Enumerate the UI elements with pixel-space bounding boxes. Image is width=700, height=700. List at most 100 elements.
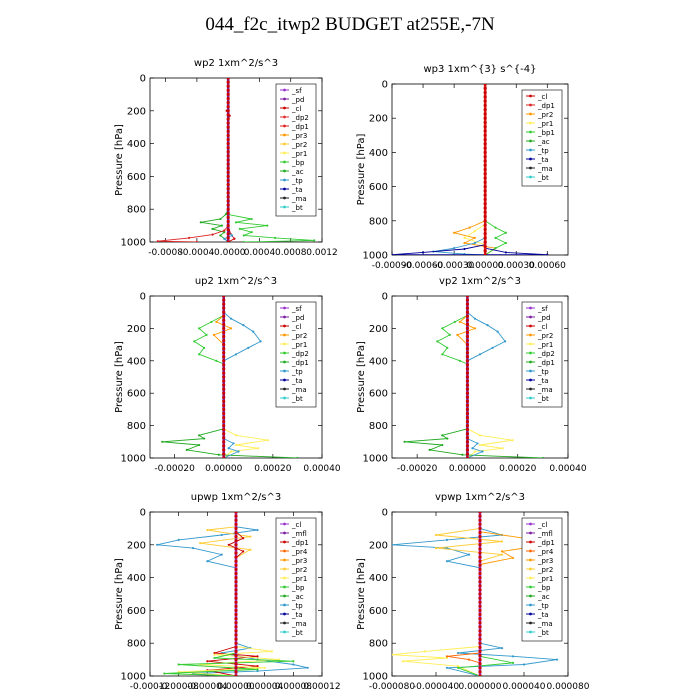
series-marker [483, 236, 487, 240]
series-marker [199, 542, 202, 545]
series-marker [222, 363, 226, 367]
series-marker [465, 379, 470, 383]
series-marker [478, 645, 482, 649]
series-marker [226, 203, 230, 207]
series-marker [478, 608, 482, 613]
y-tick-label: 400 [369, 573, 388, 584]
legend-label: _bt [537, 629, 549, 637]
series-marker [226, 113, 230, 117]
series-marker [234, 522, 238, 526]
chart-panel-5: upwp 1xm^2/s^302004006008001000-0.00012-… [114, 492, 341, 692]
y-tick-label: 800 [369, 216, 388, 227]
series-marker [465, 424, 470, 428]
series-marker [441, 327, 444, 330]
legend-marker [529, 148, 532, 152]
series-marker [463, 236, 466, 239]
legend-marker [283, 522, 286, 526]
series-line-dp1 [157, 225, 229, 242]
series-marker [220, 224, 224, 227]
series-marker [555, 658, 559, 661]
legend-label: _ma [537, 165, 553, 173]
series-marker [234, 443, 238, 447]
legend-marker [529, 324, 532, 328]
series-marker [213, 651, 216, 655]
series-marker [226, 236, 230, 240]
series-marker [465, 456, 470, 458]
legend-label: _pd [291, 314, 304, 322]
series-group [392, 512, 559, 676]
plot-frame [391, 295, 569, 459]
series-marker [483, 193, 487, 197]
series-marker [483, 142, 487, 146]
legend-label: _tp [537, 602, 549, 610]
series-marker [234, 596, 238, 600]
series-marker [206, 560, 209, 563]
series-marker [478, 649, 482, 654]
legend-label: _tp [537, 368, 549, 376]
series-marker [234, 518, 238, 522]
series-marker [434, 546, 438, 550]
series-marker [465, 428, 470, 432]
series-marker [234, 662, 238, 666]
series-marker [202, 346, 206, 349]
series-marker [478, 596, 482, 600]
series-marker [483, 240, 487, 244]
legend-label: _pr3 [291, 557, 307, 565]
series-marker [222, 424, 226, 428]
series-marker [222, 440, 226, 444]
series-marker [465, 419, 470, 424]
series-marker [467, 658, 471, 661]
series-marker [226, 129, 230, 133]
series-marker [163, 672, 166, 675]
series-marker [483, 103, 487, 107]
series-marker [465, 403, 470, 407]
legend-label: _ac [291, 593, 304, 601]
legend-label: _pd [291, 96, 304, 104]
chart-panel-6: vpwp 1xm^2/s^3 0 200 400 600 800 1000-0.000080… [356, 492, 590, 692]
series-marker [226, 109, 230, 113]
series-marker [478, 637, 482, 641]
legend-marker [283, 621, 286, 625]
series-marker [234, 539, 238, 543]
series-marker [226, 137, 230, 142]
y-tick-label: 200 [369, 540, 388, 551]
series-marker [234, 512, 238, 514]
y-tick-label: 200 [127, 106, 146, 117]
series-marker [222, 343, 226, 347]
series-marker [219, 234, 222, 237]
series-marker [234, 592, 238, 596]
legend-label: _dp1 [291, 359, 309, 367]
legend-label: _dp1 [537, 102, 555, 110]
x-tick-label: 0.00000 [449, 464, 486, 474]
series-marker [478, 539, 482, 543]
series-marker [478, 567, 482, 572]
legend-label: _cl [537, 521, 547, 529]
series-marker [511, 661, 515, 664]
series-marker [445, 655, 449, 658]
legend-marker [283, 124, 286, 128]
series-marker [259, 340, 262, 343]
legend-marker [283, 585, 286, 589]
series-marker [213, 656, 216, 660]
series-marker [441, 353, 444, 356]
series-marker [202, 437, 206, 440]
series-marker [483, 150, 487, 154]
series-marker [306, 666, 309, 669]
y-tick-label: 600 [127, 606, 146, 617]
series-marker [483, 163, 487, 167]
series-marker [210, 320, 213, 324]
series-marker [478, 535, 482, 539]
legend-marker [283, 576, 286, 580]
series-marker [465, 310, 470, 314]
series-marker [392, 653, 394, 656]
y-tick-label: 400 [127, 356, 146, 367]
legend-label: _ac [537, 138, 550, 146]
series-marker [465, 343, 470, 347]
series-marker [222, 351, 226, 355]
series-marker [226, 199, 230, 203]
legend-marker [283, 612, 286, 616]
legend-box [521, 89, 563, 187]
legend-label: _tp [291, 368, 303, 376]
legend-label: _ma [291, 620, 307, 628]
series-marker [471, 447, 474, 450]
